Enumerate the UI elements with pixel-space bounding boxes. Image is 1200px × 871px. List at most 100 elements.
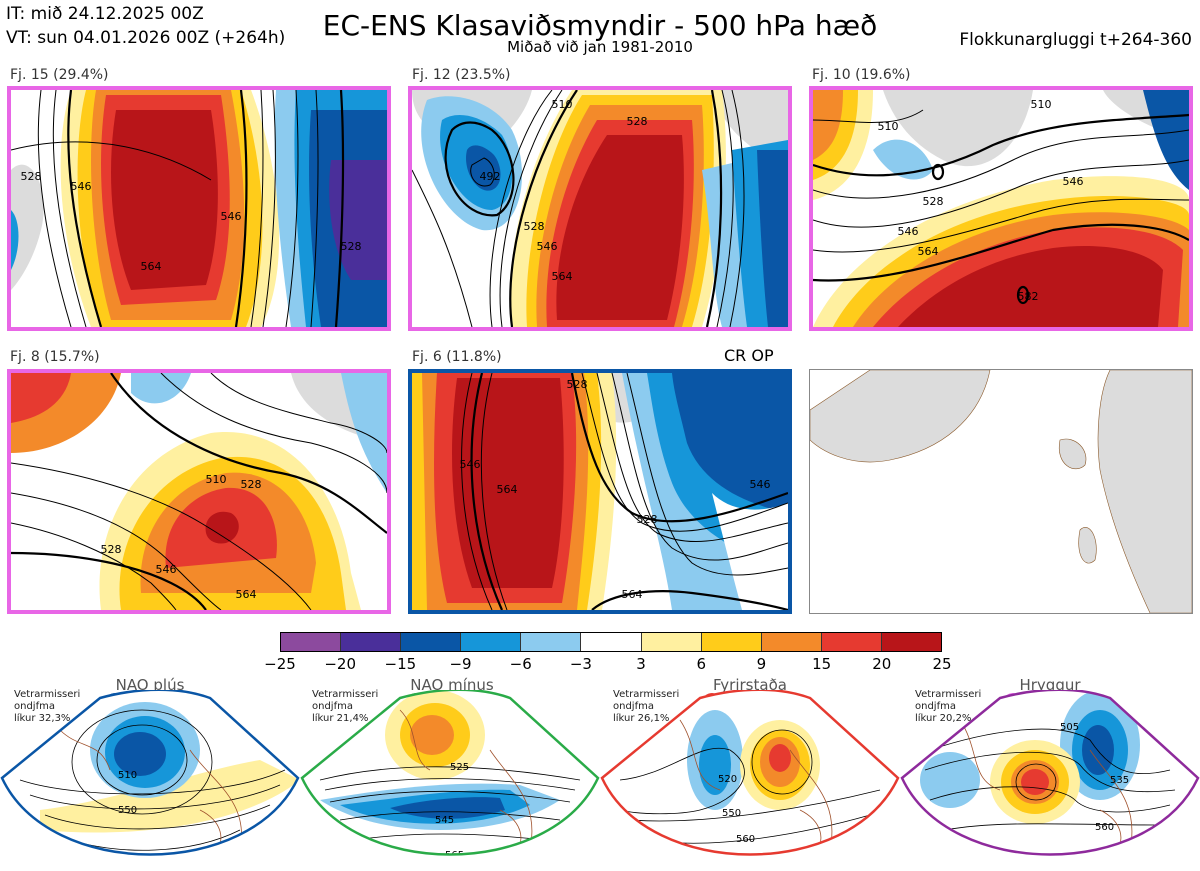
contour-label: 528 — [567, 378, 588, 391]
regime-season: Vetrarmisseri — [14, 689, 81, 700]
colorbar-tick-label: −6 — [509, 655, 532, 673]
contour-label: 510 — [1031, 98, 1052, 111]
contour-label: 564 — [497, 483, 518, 496]
contour-label: 492 — [480, 170, 501, 183]
contour-label: 546 — [460, 458, 481, 471]
cluster-6-map: 546 564 528 546 528 564 — [408, 369, 792, 614]
regime-4-caption: Vetrarmisseri ondjfma líkur 20,2% — [915, 689, 981, 725]
regime-probability: líkur 32,3% — [14, 713, 71, 724]
colorbar-segment — [401, 633, 462, 651]
contour-label: 564 — [622, 588, 643, 601]
contour-label: 528 — [637, 513, 658, 526]
colorbar-segment — [341, 633, 402, 651]
panel-1-label: Fj. 15 (29.4%) — [10, 67, 109, 83]
contour-label: 528 — [21, 170, 42, 183]
contour-label: 564 — [918, 245, 939, 258]
panel-4-label: Fj. 8 (15.7%) — [10, 349, 100, 365]
init-time: IT: mið 24.12.2025 00Z — [6, 4, 204, 24]
colorbar — [280, 632, 942, 652]
classification-window: Flokkunargluggi t+264-360 — [959, 30, 1192, 50]
contour-label: 528 — [241, 478, 262, 491]
cluster-12-map: 510 528 492 528 546 564 — [408, 86, 792, 331]
colorbar-tick-label: 6 — [696, 655, 707, 673]
regime-probability: líkur 21,4% — [312, 713, 369, 724]
colorbar-tick-label: 25 — [932, 655, 952, 673]
regime-months: ondjfma — [312, 701, 353, 712]
cluster-15-map: 528 546 564 528 546 — [7, 86, 391, 331]
contour-label: 565 — [445, 850, 464, 861]
colorbar-segment — [461, 633, 522, 651]
colorbar-tick-label: −15 — [384, 655, 417, 673]
contour-label: 546 — [71, 180, 92, 193]
colorbar-segment — [701, 633, 762, 651]
contour-label: 505 — [1060, 722, 1079, 733]
contour-label: 535 — [1110, 775, 1129, 786]
contour-label: 525 — [450, 762, 469, 773]
panel-5-label: Fj. 6 (11.8%) — [412, 349, 502, 365]
contour-label: 528 — [627, 115, 648, 128]
panel-2-label: Fj. 12 (23.5%) — [412, 67, 511, 83]
contour-label: 546 — [221, 210, 242, 223]
contour-label: 560 — [736, 834, 755, 845]
contour-label: 510 — [552, 98, 573, 111]
colorbar-segment — [821, 633, 882, 651]
contour-label: 546 — [750, 478, 771, 491]
page-subtitle: Miðað við jan 1981-2010 — [507, 38, 693, 56]
contour-label: 550 — [118, 805, 137, 816]
contour-label: 510 — [206, 473, 227, 486]
cluster-10-map: 510 510 528 546 546 564 582 — [809, 86, 1193, 331]
regime-season: Vetrarmisseri — [613, 689, 680, 700]
regime-season: Vetrarmisseri — [312, 689, 379, 700]
regime-maps: 510 550 525 545 565 — [0, 690, 1200, 861]
control-operational-tag: CR OP — [724, 346, 774, 365]
contour-label: 510 — [118, 770, 137, 781]
colorbar-tick-label: −20 — [324, 655, 356, 673]
contour-label: 564 — [236, 588, 257, 601]
colorbar-tick-label: −25 — [264, 655, 296, 673]
contour-label: 546 — [537, 240, 558, 253]
contour-label: 550 — [722, 808, 741, 819]
regime-1-caption: Vetrarmisseri ondjfma líkur 32,3% — [14, 689, 80, 725]
colorbar-tick-label: −3 — [569, 655, 592, 673]
contour-label: 546 — [156, 563, 177, 576]
contour-label: 528 — [923, 195, 944, 208]
contour-label: 582 — [1018, 290, 1039, 303]
regime-months: ondjfma — [613, 701, 654, 712]
regime-months: ondjfma — [14, 701, 55, 712]
panel-3-label: Fj. 10 (19.6%) — [812, 67, 911, 83]
contour-label: 528 — [101, 543, 122, 556]
colorbar-tick-label: 9 — [756, 655, 767, 673]
contour-label: 520 — [718, 774, 737, 785]
colorbar-segment — [881, 633, 942, 651]
valid-time: VT: sun 04.01.2026 00Z (+264h) — [6, 28, 286, 48]
contour-label: 560 — [1095, 822, 1114, 833]
regime-months: ondjfma — [915, 701, 956, 712]
regime-3-map: 520 550 560 — [602, 690, 898, 855]
contour-label: 564 — [552, 270, 573, 283]
colorbar-segment — [521, 633, 582, 651]
regime-probability: líkur 20,2% — [915, 713, 972, 724]
colorbar-segment — [281, 633, 342, 651]
contour-label: 545 — [435, 815, 454, 826]
regime-2-map: 525 545 565 — [302, 690, 598, 861]
contour-label: 564 — [141, 260, 162, 273]
colorbar-tick-label: 20 — [872, 655, 892, 673]
contour-label: 528 — [341, 240, 362, 253]
regime-season: Vetrarmisseri — [915, 689, 982, 700]
contour-label: 528 — [524, 220, 545, 233]
colorbar-tick-label: 15 — [812, 655, 832, 673]
blank-reference-map — [809, 369, 1193, 614]
contour-label: 546 — [898, 225, 919, 238]
regime-4-map: 505 535 560 — [902, 690, 1198, 855]
regime-1-map: 510 550 — [2, 690, 298, 855]
colorbar-segment — [641, 633, 702, 651]
regime-2-caption: Vetrarmisseri ondjfma líkur 21,4% — [312, 689, 378, 725]
colorbar-segment — [761, 633, 822, 651]
page-title: EC-ENS Klasaviðsmyndir - 500 hPa hæð — [322, 9, 878, 42]
regime-probability: líkur 26,1% — [613, 713, 670, 724]
colorbar-tick-label: 3 — [636, 655, 646, 673]
cluster-8-map: 510 528 528 546 564 — [7, 369, 391, 614]
contour-label: 546 — [1063, 175, 1084, 188]
contour-label: 510 — [878, 120, 899, 133]
colorbar-tick-label: −9 — [449, 655, 472, 673]
